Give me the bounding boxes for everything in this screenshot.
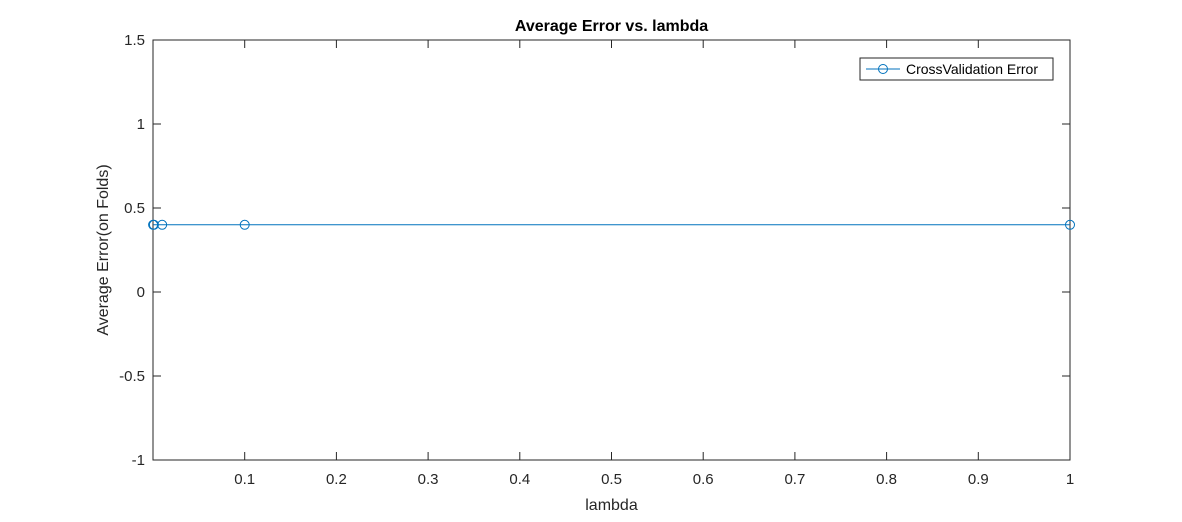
x-tick-label: 0.7	[784, 471, 805, 488]
x-tick-label: 0.8	[876, 471, 897, 488]
x-tick-label: 0.3	[418, 471, 439, 488]
x-tick-label: 0.4	[509, 471, 530, 488]
legend: CrossValidation Error	[859, 57, 1054, 81]
y-axis-title: Average Error(on Folds)	[95, 164, 112, 335]
legend-box	[859, 57, 1054, 81]
axis-ticks	[153, 39, 1071, 461]
x-tick-label: 1	[1066, 471, 1074, 488]
series-layer	[148, 219, 1075, 230]
y-tick-label: 0	[137, 284, 145, 301]
x-tick-label: 0.9	[968, 471, 989, 488]
x-tick-label: 0.2	[326, 471, 347, 488]
x-axis-title: lambda	[585, 497, 638, 514]
data-point-marker	[239, 219, 250, 230]
y-tick-label: -1	[132, 452, 145, 469]
legend-marker-icon	[878, 64, 888, 74]
legend-label: CrossValidation Error	[906, 61, 1038, 77]
y-tick-label: 1.5	[124, 32, 145, 49]
data-point-marker	[148, 219, 159, 230]
x-tick-label: 0.5	[601, 471, 622, 488]
data-point-marker	[157, 219, 168, 230]
plot-area	[152, 39, 1071, 461]
x-tick-label: 0.1	[234, 471, 255, 488]
chart-title: Average Error vs. lambda	[515, 18, 708, 35]
data-point-marker	[1065, 219, 1075, 230]
x-tick-label: 0.6	[693, 471, 714, 488]
y-tick-label: 1	[137, 116, 145, 133]
x-tick-labels: 0.1 0.2 0.3 0.4 0.5 0.6 0.7 0.8 0.9 1	[234, 471, 1074, 488]
y-tick-label: -0.5	[119, 368, 145, 385]
y-tick-label: 0.5	[124, 200, 145, 217]
y-tick-labels: -1 -0.5 0 0.5 1 1.5	[119, 32, 145, 469]
